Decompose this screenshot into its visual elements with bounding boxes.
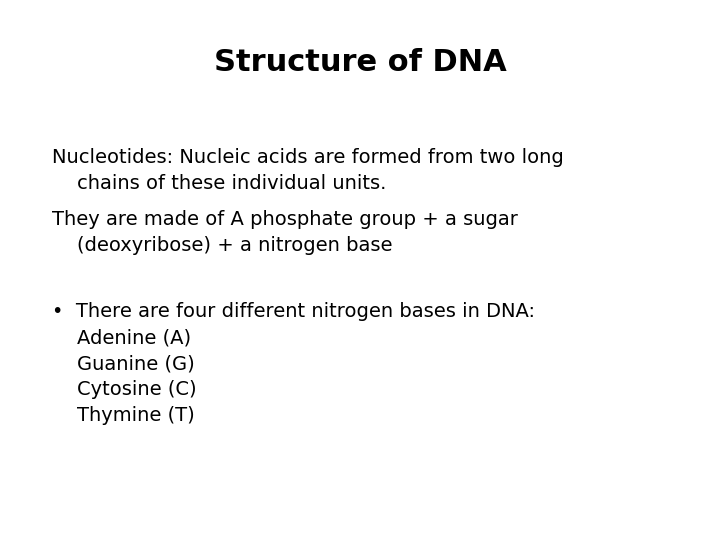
Text: Adenine (A): Adenine (A) [52,328,191,347]
Text: chains of these individual units.: chains of these individual units. [52,174,387,193]
Text: Guanine (G): Guanine (G) [52,354,194,373]
Text: •  There are four different nitrogen bases in DNA:: • There are four different nitrogen base… [52,302,535,321]
Text: They are made of A phosphate group + a sugar: They are made of A phosphate group + a s… [52,210,518,229]
Text: Structure of DNA: Structure of DNA [214,48,506,77]
Text: Nucleotides: Nucleic acids are formed from two long: Nucleotides: Nucleic acids are formed fr… [52,148,564,167]
Text: Cytosine (C): Cytosine (C) [52,380,197,399]
Text: (deoxyribose) + a nitrogen base: (deoxyribose) + a nitrogen base [52,236,392,255]
Text: Thymine (T): Thymine (T) [52,406,194,425]
